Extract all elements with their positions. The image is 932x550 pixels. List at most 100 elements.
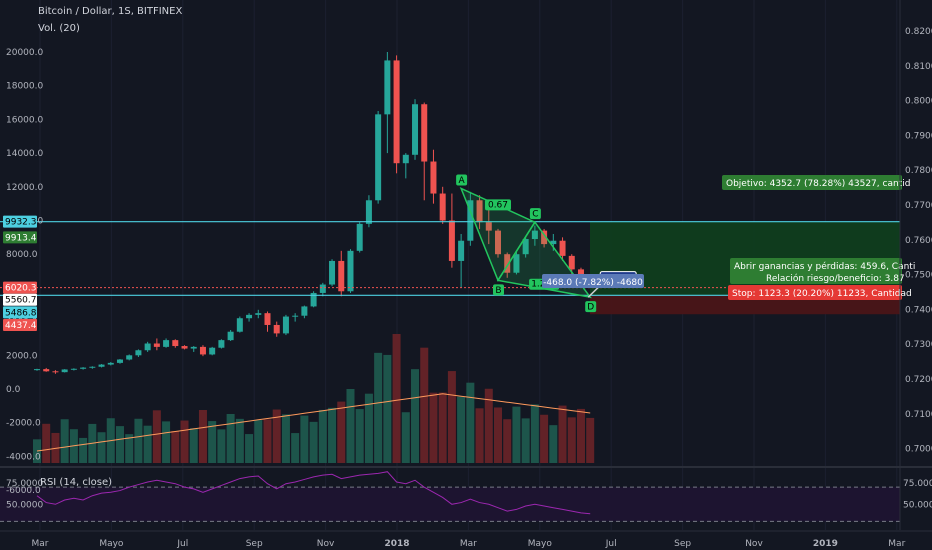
volume-bar [503, 419, 512, 463]
price-tag-label: 5486.8 [5, 308, 37, 318]
candle-body [107, 362, 114, 365]
x-axis-tick: Jul [605, 539, 617, 549]
candle-body [116, 359, 123, 363]
volume-bar [576, 408, 585, 463]
left-axis-tick: 16000.0 [6, 115, 43, 125]
volume-bar [217, 429, 226, 463]
volume-bar [235, 418, 244, 463]
axis-labels: 20000.018000.016000.014000.012000.010000… [6, 27, 932, 549]
rsi-axis-tick: 50.0000 [903, 500, 932, 510]
volume-bar [355, 409, 364, 463]
right-axis[interactable] [900, 0, 932, 530]
volume-bar [272, 409, 281, 463]
candle-body [144, 343, 151, 351]
left-axis-tick: 0.0 [6, 385, 21, 395]
candle-body [559, 240, 566, 256]
candle-body [34, 369, 40, 371]
volume-ma-line [36, 393, 591, 452]
candle-body [421, 104, 428, 162]
stop-zone [590, 295, 900, 315]
price-tag [3, 306, 37, 319]
candle-body [126, 355, 133, 360]
volume-bar [374, 352, 383, 463]
pattern-point-marker [456, 174, 468, 186]
candle-body [163, 340, 170, 347]
volume-bar [208, 421, 217, 463]
volume-bar [549, 425, 558, 463]
x-axis-tick: 2019 [813, 539, 838, 549]
price-tag-label: 9913.4 [5, 233, 37, 243]
volume-bar [466, 382, 475, 463]
volume-bar [309, 421, 318, 463]
ratio-label-ac: 0.67 [488, 200, 508, 210]
volume-bars [33, 334, 595, 463]
candle-body [310, 292, 317, 307]
volume-bar [494, 407, 502, 463]
x-axis-tick: Sep [246, 539, 263, 549]
volume-bar [143, 425, 152, 463]
stop-callout-box [728, 285, 902, 300]
price-tag-label: 6020.3 [5, 284, 37, 294]
candle-body [199, 346, 206, 355]
candle-body [577, 269, 584, 278]
price-tag [3, 318, 37, 331]
price-tag [3, 231, 37, 244]
pattern-point-label: C [532, 210, 538, 220]
chart-title: Bitcoin / Dollar, 1S, BITFINEX [38, 6, 182, 17]
candle-body [181, 346, 188, 349]
volume-bar [429, 392, 438, 463]
candle-body [458, 240, 465, 261]
rsi-indicator-label[interactable]: RSI (14, close) [40, 477, 112, 488]
volume-bar [392, 334, 401, 463]
candle-body [439, 193, 446, 221]
volume-indicator-label[interactable]: Vol. (20) [38, 23, 80, 34]
right-axis-tick: 0.8000 [905, 97, 932, 107]
left-axis-tick: 2000.0 [6, 351, 38, 361]
pattern-point-marker [493, 284, 504, 296]
candle-body [61, 369, 68, 373]
x-axis-tick: Nov [745, 539, 763, 549]
candle-body [504, 254, 511, 273]
candle-body [347, 250, 354, 292]
candle-body [190, 346, 197, 349]
position-callout-label: Abrir ganancias y pérdidas: 459.6, Canti [734, 261, 915, 272]
volume-bar [263, 419, 272, 463]
price-tag [3, 215, 37, 228]
volume-bar [162, 421, 171, 463]
pattern-point-label: B [495, 286, 501, 296]
candle-body [338, 260, 345, 292]
candle-body [541, 230, 548, 245]
pattern-point-marker [585, 301, 597, 313]
candle-body [80, 367, 87, 369]
rsi-left-tick: 75.0000 [6, 479, 43, 489]
rsi-series [0, 471, 900, 522]
price-tag-label: 4437.4 [5, 321, 37, 331]
ratio-callout-label: Relación riesgo/beneficio: 3.87 [766, 273, 905, 284]
price-tags: 9932.3 9913.4 6020.3 5560.7 5486.8 4437.4 [3, 215, 37, 331]
volume-bar [420, 347, 429, 463]
volume-bar [115, 426, 124, 463]
left-axis-tick: -4000.0 [6, 452, 41, 462]
candle-body [246, 314, 253, 319]
volume-bar [254, 420, 263, 463]
candle-body [393, 60, 400, 164]
candle-body [43, 369, 50, 372]
stop-callout-label: Stop: 1123.3 (20.20%) 11233, Cantidad [732, 289, 912, 299]
candle-body [375, 114, 382, 201]
x-axis-tick: Mayo [528, 539, 553, 549]
candle-body [264, 313, 271, 325]
candle-body [448, 220, 455, 261]
candlesticks [34, 52, 594, 374]
candle-body [255, 313, 262, 315]
right-axis-tick: 0.7000 [905, 445, 932, 455]
candle-body [70, 368, 77, 370]
